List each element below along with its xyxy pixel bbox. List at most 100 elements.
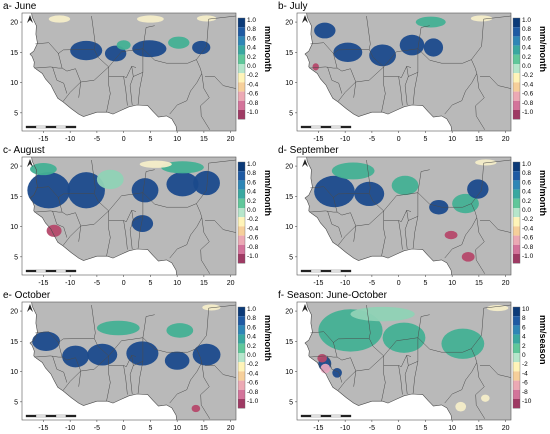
panel-title: d- September	[278, 145, 339, 156]
x-tick-label: 20	[502, 425, 510, 432]
unit-label: mm/month	[263, 170, 273, 216]
legend-label: 0.8	[247, 170, 256, 177]
north-arrow-icon	[27, 304, 33, 312]
country-border	[129, 66, 134, 106]
anomaly-patch	[202, 304, 221, 311]
country-border	[475, 362, 486, 419]
country-border	[196, 15, 236, 60]
legend-label: 1.0	[247, 306, 256, 313]
x-tick-label: 0	[122, 280, 126, 287]
anomaly-patch	[104, 45, 127, 62]
x-tick-label: 5	[148, 280, 152, 287]
legend-label: 2	[522, 343, 526, 350]
anomaly-patch	[470, 15, 493, 22]
legend-label: 1.0	[247, 17, 256, 24]
anomaly-patch	[192, 40, 211, 55]
legend-label: -4	[522, 370, 528, 377]
legend-swatch	[238, 54, 245, 64]
y-tick-label: 15	[285, 339, 293, 346]
map-frame	[21, 156, 237, 276]
map-frame	[296, 301, 512, 421]
y-tick-label: 10	[10, 80, 18, 87]
country-border	[196, 304, 236, 349]
x-tick-label: 5	[423, 425, 427, 432]
country-border	[205, 76, 236, 89]
legend-swatch	[238, 226, 245, 236]
country-border	[327, 66, 343, 94]
legend-label: -0.6	[247, 380, 259, 387]
country-border	[353, 49, 385, 98]
country-border	[480, 220, 511, 233]
map-canvas: -15 -10 -5 0 5 10 15 20 20 15 10 5 1.0 0.8 0.6 0.4 0.2 0.…	[10, 301, 259, 432]
anomaly-patch	[391, 175, 419, 196]
map-panel-e: e- October -15 -10 -5 0 5 10 15 20 20 15 10 5 1.0 0.8 0…	[0, 289, 275, 433]
x-tick-label: 20	[227, 425, 235, 432]
country-border	[169, 217, 203, 259]
scale-bar	[330, 269, 342, 273]
north-arrow-icon	[27, 159, 33, 167]
x-tick-label: 10	[173, 136, 181, 143]
x-tick-label: -10	[65, 136, 75, 143]
scale-bar	[330, 125, 342, 129]
anomaly-patch	[455, 401, 467, 412]
country-border	[404, 210, 409, 250]
legend-label: -1.0	[247, 109, 259, 116]
legend-label: -0.6	[522, 91, 534, 98]
country-border	[333, 304, 371, 343]
legend-label: -0.4	[522, 81, 534, 88]
legend-label: 0.6	[522, 35, 531, 42]
country-border	[142, 337, 203, 363]
unit-label: mm/month	[263, 26, 273, 72]
panel-title: f- Season: June-October	[278, 290, 387, 301]
north-arrow-icon	[302, 304, 308, 312]
country-border	[398, 76, 403, 106]
legend-swatch	[513, 54, 520, 64]
legend-label: -0.4	[247, 370, 259, 377]
legend-label: -0.6	[522, 235, 534, 242]
legend-label: 0.2	[247, 198, 256, 205]
scale-bar	[300, 125, 312, 129]
x-tick-label: 5	[423, 136, 427, 143]
scale-bar	[45, 414, 57, 418]
country-border	[108, 210, 137, 223]
legend-swatch	[238, 316, 245, 326]
legend-frame	[512, 17, 521, 120]
country-border	[417, 337, 478, 363]
legend-swatch	[513, 380, 520, 390]
legend-swatch	[238, 389, 245, 399]
y-tick-label: 5	[14, 110, 18, 117]
country-border	[106, 66, 111, 113]
legend-label: 0.6	[522, 179, 531, 186]
country-border	[398, 220, 403, 250]
legend-swatch	[513, 64, 520, 74]
country-border	[471, 15, 511, 60]
y-tick-label: 10	[285, 80, 293, 87]
country-border	[381, 355, 386, 402]
x-tick-label: -10	[65, 280, 75, 287]
legend-swatch	[238, 180, 245, 190]
scale-bar	[300, 414, 312, 418]
legend-swatch	[238, 198, 245, 208]
x-tick-label: 10	[448, 280, 456, 287]
scale-bar	[65, 414, 77, 418]
country-border	[61, 356, 82, 391]
scale-bar	[320, 414, 332, 418]
country-border	[336, 67, 357, 102]
map-canvas: -15 -10 -5 0 5 10 15 20 20 15 10 5 1.0 0.8 0.6 0.4 0.2 0.…	[10, 156, 259, 287]
legend-swatch	[513, 307, 520, 317]
scale-bar	[25, 414, 37, 418]
legend-swatch	[238, 36, 245, 46]
legend-swatch	[513, 36, 520, 46]
y-tick-label: 10	[10, 369, 18, 376]
map-canvas: -15 -10 -5 0 5 10 15 2020151051086420-2-4-6-8-1…	[285, 301, 532, 432]
north-arrow-icon	[27, 15, 33, 23]
legend-swatch	[513, 45, 520, 55]
country-border	[142, 48, 203, 74]
country-border	[408, 215, 419, 249]
country-border	[205, 365, 236, 378]
scale-bar	[55, 269, 67, 273]
legend-swatch	[238, 254, 245, 264]
country-border	[417, 192, 478, 218]
legend-label: 0.0	[247, 207, 256, 214]
country-border	[133, 360, 144, 394]
